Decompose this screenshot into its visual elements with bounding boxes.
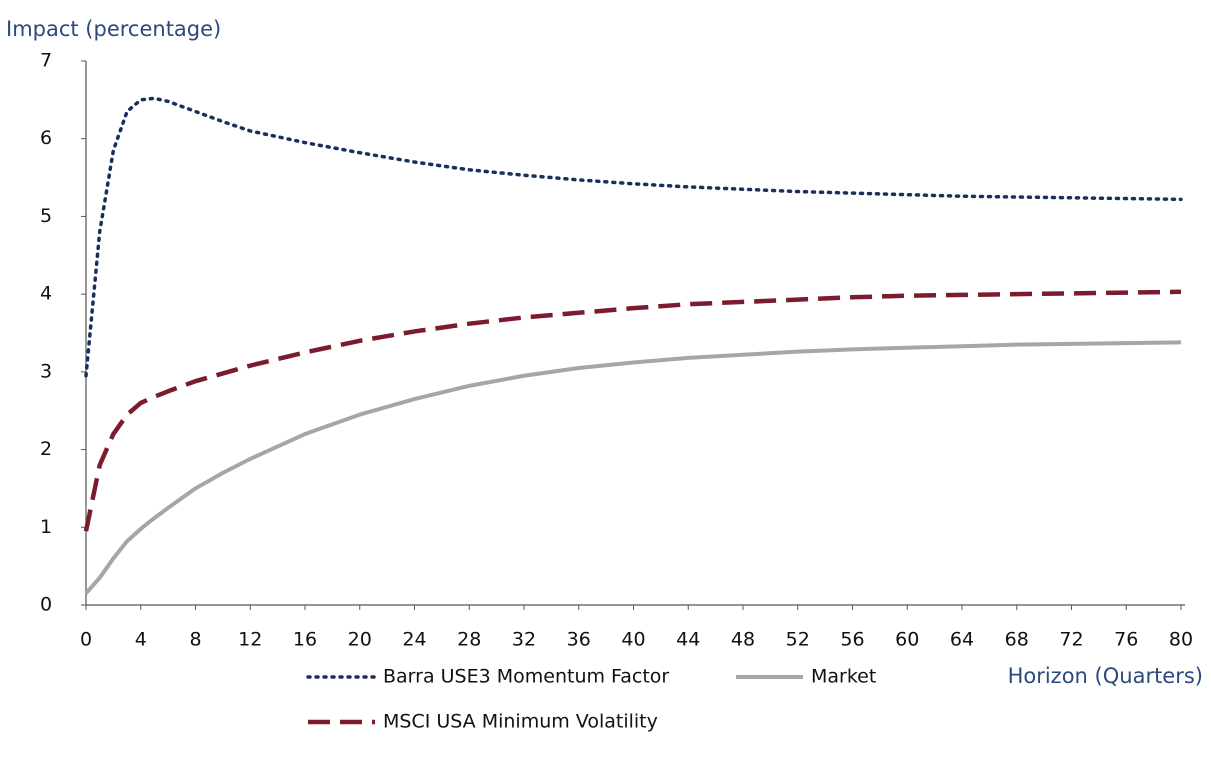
y-axis-title: Impact (percentage): [6, 17, 221, 41]
x-tick-label: 64: [950, 629, 974, 651]
legend-label: MSCI USA Minimum Volatility: [383, 711, 658, 733]
x-tick-label: 0: [80, 629, 92, 651]
y-tick-label: 5: [40, 205, 52, 227]
x-tick-label: 76: [1114, 629, 1138, 651]
series-line: [83, 289, 1182, 532]
x-tick-label: 16: [293, 629, 317, 651]
x-tick-label: 52: [786, 629, 810, 651]
x-tick-label: 80: [1169, 629, 1193, 651]
x-tick-label: 24: [402, 629, 426, 651]
x-tick-label: 44: [676, 629, 700, 651]
x-tick-label: 60: [895, 629, 919, 651]
x-tick-label: 28: [457, 629, 481, 651]
x-tick-label: 20: [348, 629, 372, 651]
y-tick-label: 6: [40, 127, 52, 149]
legend-label: Barra USE3 Momentum Factor: [383, 666, 669, 688]
x-tick-label: 32: [512, 629, 536, 651]
x-tick-label: 72: [1059, 629, 1083, 651]
series-line: [84, 340, 1182, 595]
x-tick-label: 12: [238, 629, 262, 651]
x-tick-label: 40: [621, 629, 645, 651]
y-tick-label: 7: [40, 50, 52, 72]
x-tick-label: 8: [189, 629, 201, 651]
x-tick-label: 48: [731, 629, 755, 651]
x-tick-label: 68: [1005, 629, 1029, 651]
y-tick-label: 1: [40, 516, 52, 538]
x-tick-label: 36: [567, 629, 591, 651]
y-tick-label: 4: [40, 283, 52, 305]
x-tick-label: 4: [135, 629, 147, 651]
legend-label: Market: [811, 666, 876, 688]
x-tick-label: 56: [840, 629, 864, 651]
series-line: [84, 96, 1183, 378]
y-tick-label: 0: [40, 594, 52, 616]
y-tick-label: 2: [40, 438, 52, 460]
x-axis-title: Horizon (Quarters): [1008, 664, 1203, 688]
y-tick-label: 3: [40, 360, 52, 382]
